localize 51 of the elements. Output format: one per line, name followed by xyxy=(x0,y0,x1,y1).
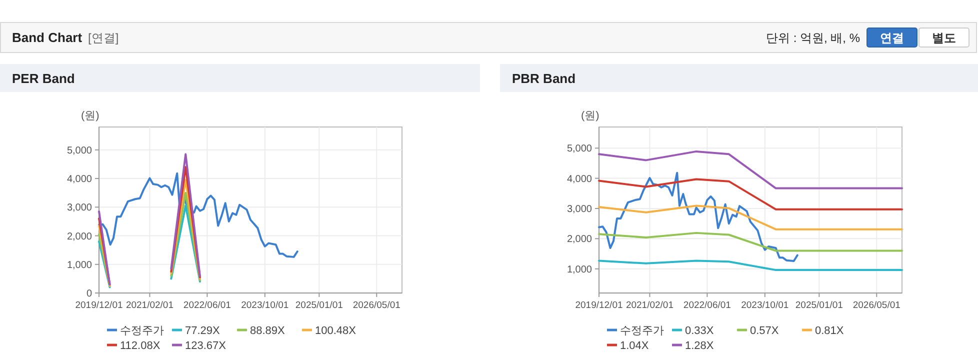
line-series xyxy=(98,172,298,258)
legend-label: 수정주가 xyxy=(120,325,164,337)
y-tick-label: 3,000 xyxy=(566,204,592,215)
y-tick-label: 4,000 xyxy=(66,174,92,186)
x-tick-label: 2019/12/01 xyxy=(75,300,123,311)
line-series xyxy=(598,150,903,190)
y-tick-label: 5,000 xyxy=(66,145,92,156)
text: Band Chart xyxy=(12,30,83,45)
x-tick-label: 2025/01/01 xyxy=(295,300,343,311)
legend-label: 0.81X xyxy=(815,325,844,337)
y-tick-label: 2,000 xyxy=(66,231,92,242)
y-tick-label: 1,000 xyxy=(66,260,92,271)
x-tick-label: 2023/10/01 xyxy=(741,300,789,311)
y-tick-label: 3,000 xyxy=(66,202,92,214)
legend-label: 1.28X xyxy=(685,340,714,352)
x-tick-label: 2026/05/01 xyxy=(352,300,400,311)
x-tick-label: 2019/12/01 xyxy=(575,300,623,311)
y-axis-title: (원) xyxy=(81,110,100,122)
x-tick-label: 2026/05/01 xyxy=(852,300,900,311)
text: 단위 : 억원, 배, % xyxy=(766,31,860,45)
text: [연결] xyxy=(88,31,119,45)
x-tick-label: 2021/02/01 xyxy=(126,300,174,311)
line-series xyxy=(598,232,903,252)
legend-label: 0.57X xyxy=(750,325,780,337)
x-tick-label: 2023/10/01 xyxy=(241,300,289,311)
legend-label: 112.08X xyxy=(120,340,161,352)
legend-label: 100.48X xyxy=(315,325,357,337)
legend-label: 123.67X xyxy=(185,340,227,352)
chart-title: PER Band xyxy=(12,71,75,86)
y-tick-label: 0 xyxy=(86,288,92,300)
legend-label: 0.33X xyxy=(685,325,714,337)
x-tick-label: 2021/02/01 xyxy=(626,300,674,311)
line-series xyxy=(598,260,903,272)
legend-label: 수정주가 xyxy=(620,325,664,337)
y-tick-label: 4,000 xyxy=(566,174,592,185)
x-tick-label: 2022/06/01 xyxy=(683,300,731,311)
chart-title: PBR Band xyxy=(512,71,576,86)
y-tick-label: 5,000 xyxy=(566,144,592,155)
line-series xyxy=(598,204,903,230)
text: 별도 xyxy=(932,31,956,45)
x-tick-label: 2022/06/01 xyxy=(183,300,231,311)
y-axis-title: (원) xyxy=(581,110,600,122)
x-tick-label: 2025/01/01 xyxy=(795,300,843,311)
text: 연결 xyxy=(880,31,904,45)
y-tick-label: 1,000 xyxy=(566,264,592,276)
y-tick-label: 2,000 xyxy=(566,234,592,246)
line-series xyxy=(598,172,798,262)
line-series xyxy=(598,178,903,210)
legend-label: 88.89X xyxy=(250,325,286,337)
legend-label: 77.29X xyxy=(185,325,221,337)
legend-label: 1.04X xyxy=(620,340,650,352)
